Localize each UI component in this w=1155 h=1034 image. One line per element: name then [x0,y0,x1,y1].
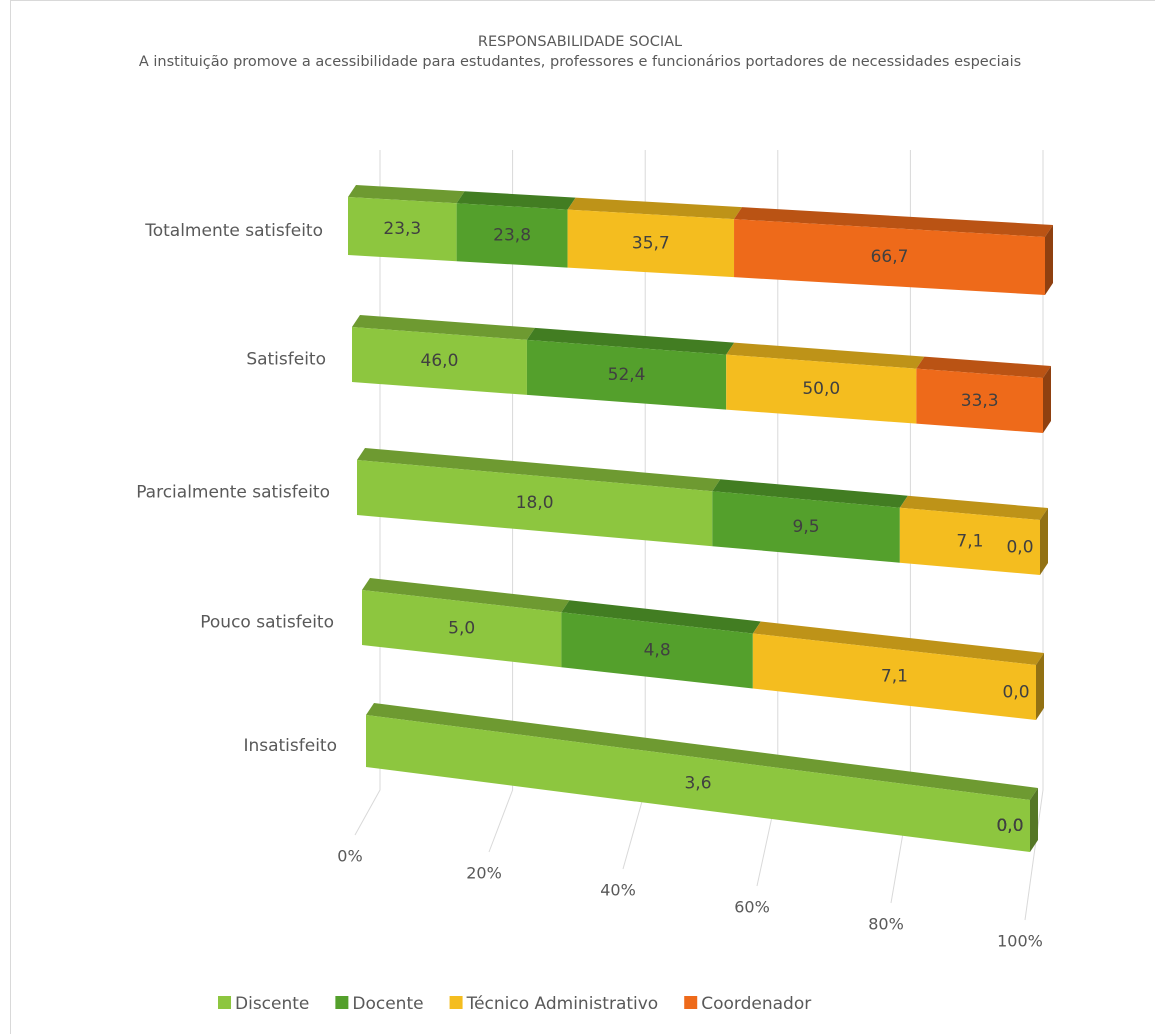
data-label: 7,1 [881,667,908,687]
bar [726,354,917,424]
data-label: 4,8 [644,640,671,660]
bar [366,715,1030,852]
data-label: 0,0 [996,816,1023,836]
bar [526,339,727,410]
y-tick-label: Parcialmente satisfeito [136,483,330,503]
bar-top [526,327,735,355]
data-label: 50,0 [802,379,840,399]
bar-top [561,600,761,634]
bar-side [1043,366,1051,433]
bar [456,203,568,268]
y-tick-label: Insatisfeito [243,736,337,756]
bar [567,209,735,278]
bar [348,197,457,262]
y-tick-label: Pouco satisfeito [200,613,334,633]
data-label: 5,0 [448,619,475,639]
bar [561,612,753,689]
bar [752,633,1036,720]
bar-side [1045,225,1053,295]
chart-title: RESPONSABILIDADE SOCIAL [477,34,683,50]
x-tick-label: 20% [466,864,502,883]
y-tick-label: Satisfeito [246,350,326,370]
data-label: 23,8 [493,225,531,245]
legend-swatch [335,996,349,1009]
y-tick-label: Totalmente satisfeito [144,221,323,241]
bar-top [567,197,743,220]
x-tick-label: 80% [868,915,904,934]
bar-top [348,185,465,204]
x-tick-label: 60% [734,898,770,917]
data-label: 23,3 [383,219,421,239]
legend-label: Coordenador [701,994,811,1014]
data-label: 0,0 [996,816,1023,836]
data-label: 3,6 [684,774,711,794]
bar-side [1040,508,1048,575]
bar-top [726,342,925,369]
bar [357,460,713,547]
chart-header: RESPONSABILIDADE SOCIAL A instituição pr… [130,32,1030,72]
chart-subtitle: A instituição promove a acessibilidade p… [138,54,1022,70]
data-label: 9,5 [793,517,820,537]
data-label: 0,0 [1006,538,1033,558]
bar [362,590,562,668]
data-label: 66,7 [871,247,909,267]
bar-top [352,315,535,340]
legend-swatch [449,996,463,1009]
bar-top [712,479,908,508]
bar-side [1030,788,1038,852]
bar [352,327,527,395]
bar-top [456,191,576,210]
bar [734,219,1045,295]
bar-top [357,448,721,492]
data-label: 46,0 [421,351,459,371]
data-label: 7,1 [956,531,983,551]
legend-label: Técnico Administrativo [466,994,659,1014]
bar-top [899,495,1048,520]
bar-top [362,578,570,613]
legend-swatch [218,996,231,1009]
x-tick-label: 100% [997,932,1043,951]
x-tick-label: 0% [337,847,362,866]
bar-top [916,356,1051,378]
legend-swatch [684,996,698,1009]
data-label: 0,0 [1002,683,1029,703]
bar-top [752,621,1044,665]
bar-side [1036,653,1044,720]
legend-label: Discente [235,994,309,1014]
bar-top [734,207,1053,237]
x-tick-label: 40% [600,881,636,900]
chart-frame [10,0,1155,1034]
data-label: 52,4 [608,365,646,385]
data-label: 33,3 [961,391,999,411]
data-label: 0,0 [996,816,1023,836]
legend-label: Docente [352,994,423,1014]
data-label: 35,7 [632,233,670,253]
bar-top [366,703,1038,800]
bar [899,507,1040,575]
bar [916,368,1043,433]
data-label: 18,0 [516,493,554,513]
bar [712,491,900,563]
grid-line [1024,150,1044,921]
